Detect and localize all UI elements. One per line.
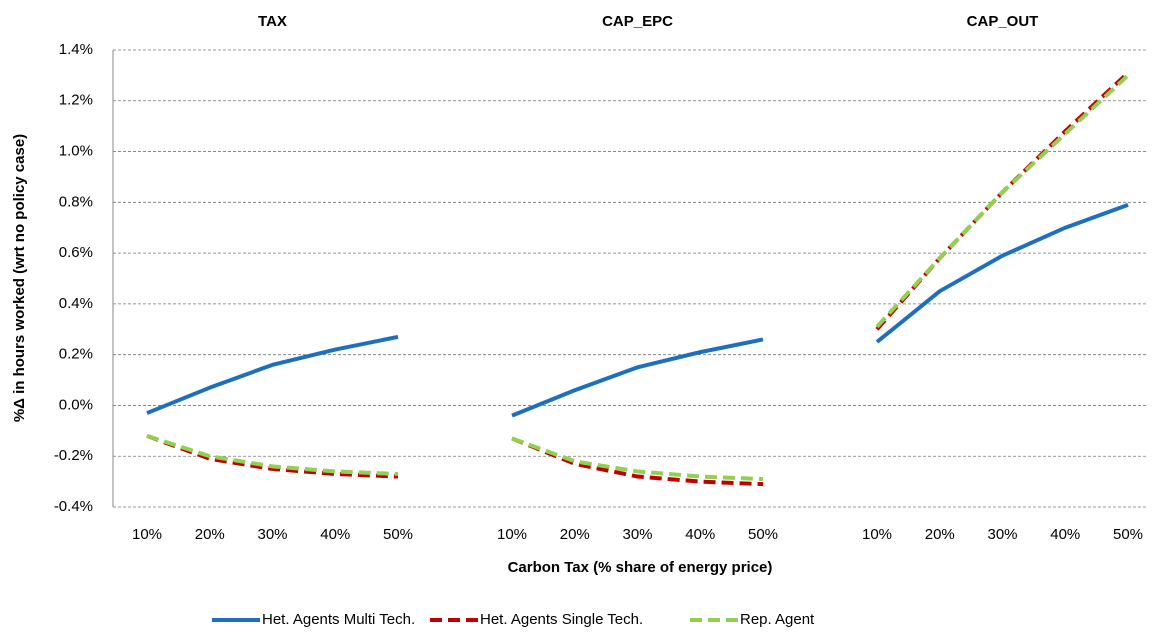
- y-tick-label: 0.2%: [59, 346, 93, 363]
- series-line: [875, 71, 1130, 331]
- group-title: TAX: [258, 13, 287, 30]
- series-line: [511, 337, 764, 418]
- x-tick-label: 30%: [257, 526, 287, 543]
- x-tick-label: 20%: [195, 526, 225, 543]
- y-tick-label: -0.4%: [54, 498, 93, 515]
- x-tick-label: 50%: [383, 526, 413, 543]
- legend-label: Rep. Agent: [740, 611, 815, 628]
- series-line: [875, 202, 1129, 344]
- y-tick-label: 0.0%: [59, 396, 93, 413]
- x-tick-label: 50%: [1113, 526, 1143, 543]
- y-tick-label: 1.4%: [59, 41, 93, 58]
- series-line: [875, 73, 1130, 329]
- y-tick-label: 0.8%: [59, 193, 93, 210]
- series-line: [511, 436, 764, 482]
- group-title: CAP_EPC: [602, 13, 673, 30]
- group-title: CAP_OUT: [967, 13, 1039, 30]
- y-tick-label: 0.6%: [59, 244, 93, 261]
- x-tick-label: 40%: [685, 526, 715, 543]
- y-tick-label: 1.2%: [59, 92, 93, 109]
- x-tick-label: 30%: [987, 526, 1017, 543]
- x-tick-label: 40%: [1050, 526, 1080, 543]
- y-tick-label: -0.2%: [54, 447, 93, 464]
- x-tick-label: 10%: [497, 526, 527, 543]
- x-tick-label: 40%: [320, 526, 350, 543]
- x-tick-label: 50%: [748, 526, 778, 543]
- series-line: [146, 434, 399, 476]
- y-axis-label: %Δ in hours worked (wrt no policy case): [11, 134, 28, 422]
- x-tick-label: 20%: [560, 526, 590, 543]
- y-tick-label: 0.4%: [59, 295, 93, 312]
- x-axis-label: Carbon Tax (% share of energy price): [508, 559, 773, 576]
- x-tick-label: 20%: [925, 526, 955, 543]
- legend-label: Het. Agents Multi Tech.: [262, 611, 415, 628]
- x-tick-label: 10%: [132, 526, 162, 543]
- legend-label: Het. Agents Single Tech.: [480, 611, 643, 628]
- x-tick-label: 10%: [862, 526, 892, 543]
- x-tick-label: 30%: [622, 526, 652, 543]
- series-line: [146, 334, 399, 415]
- y-tick-label: 1.0%: [59, 143, 93, 160]
